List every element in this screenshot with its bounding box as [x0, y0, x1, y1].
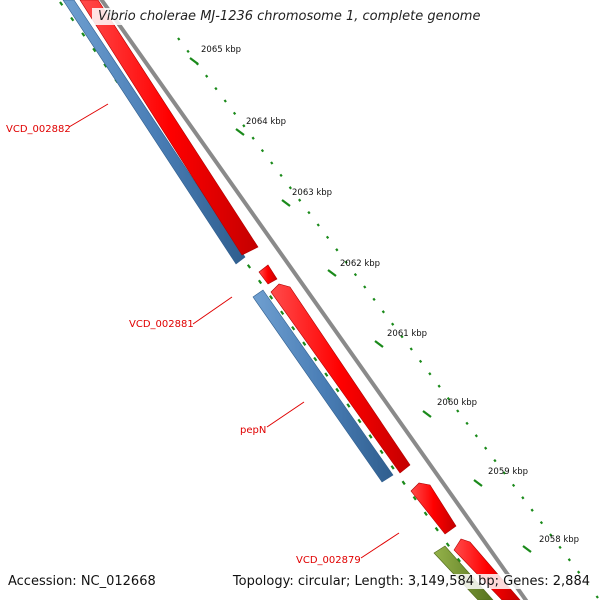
- tick-2062: 2062 kbp: [327, 259, 380, 277]
- gene-label-text[interactable]: VCD_002882: [6, 124, 71, 135]
- gene-feature-red-long[interactable]: [270, 283, 411, 474]
- tick-2060: 2060 kbp: [422, 398, 477, 418]
- gene-feature-pepn[interactable]: [252, 289, 394, 483]
- tick-ring-inner: [59, 1, 487, 599]
- gene-label-text[interactable]: VCD_002881: [129, 319, 194, 330]
- tick-label: 2062 kbp: [340, 259, 380, 269]
- genome-summary-text: Topology: circular; Length: 3,149,584 bp…: [232, 574, 590, 589]
- tick-2061: 2061 kbp: [374, 329, 427, 348]
- tick-label: 2065 kbp: [201, 45, 241, 55]
- gene-feature-vcd-002881[interactable]: [258, 264, 278, 285]
- gene-label-text[interactable]: pepN: [240, 425, 266, 436]
- tick-2065: 2065 kbp: [189, 45, 241, 65]
- gene-label-text[interactable]: VCD_002879: [296, 555, 361, 566]
- map-title: Vibrio cholerae MJ-1236 chromosome 1, co…: [92, 8, 487, 25]
- tick-label: 2061 kbp: [387, 329, 427, 339]
- tick-label: 2058 kbp: [539, 535, 579, 545]
- gene-label-vcd-002881[interactable]: VCD_002881: [129, 296, 233, 330]
- accession-text: Accession: NC_012668: [8, 574, 156, 589]
- gene-feature-vcd-002879[interactable]: [410, 482, 457, 535]
- gene-label-vcd-002879[interactable]: VCD_002879: [296, 532, 400, 566]
- tick-label: 2063 kbp: [292, 188, 332, 198]
- gene-label-vcd-002882[interactable]: VCD_002882: [6, 103, 109, 135]
- tick-label: 2059 kbp: [488, 467, 528, 477]
- tick-label: 2060 kbp: [437, 398, 477, 408]
- tick-2058: 2058 kbp: [522, 535, 579, 553]
- gene-feature-red-top[interactable]: [79, 0, 259, 256]
- tick-2059: 2059 kbp: [473, 467, 528, 487]
- tick-label: 2064 kbp: [246, 117, 286, 127]
- gene-label-pepn[interactable]: pepN: [240, 401, 305, 436]
- backbone-line: [99, 0, 529, 600]
- tick-2063: 2063 kbp: [281, 188, 332, 207]
- tick-2064: 2064 kbp: [235, 117, 286, 136]
- tick-ring-outer: [177, 37, 599, 599]
- gene-feature-vcd-002882[interactable]: [62, 0, 246, 265]
